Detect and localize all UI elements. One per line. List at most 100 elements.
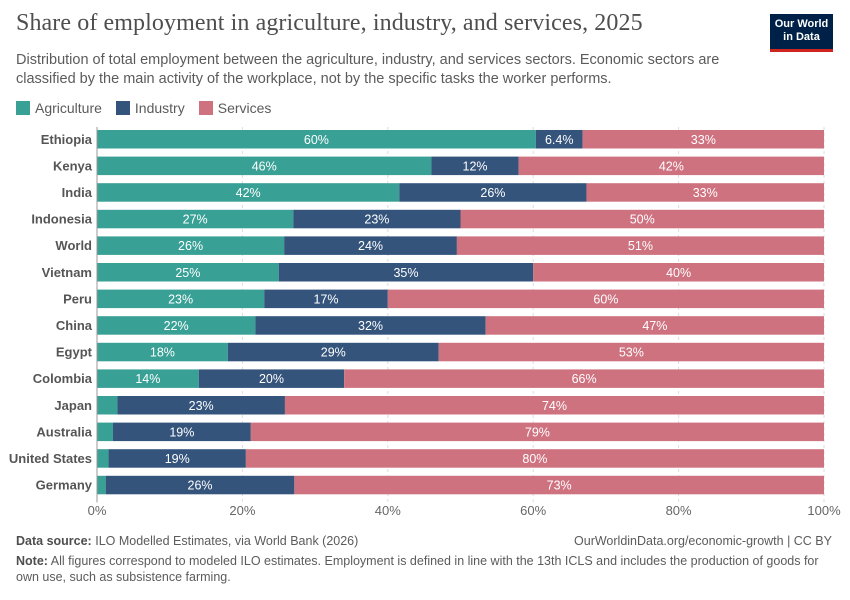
bar-services — [387, 289, 824, 309]
category-label: Colombia — [33, 371, 93, 386]
data-label: 26% — [188, 479, 213, 493]
category-label: Vietnam — [42, 265, 92, 280]
category-label: India — [62, 185, 93, 200]
data-label: 19% — [169, 425, 194, 439]
bar-services — [344, 369, 824, 388]
data-label: 18% — [150, 346, 175, 360]
x-tick-label: 40% — [375, 503, 401, 518]
legend-label: Services — [217, 100, 272, 116]
data-label: 23% — [364, 213, 389, 227]
bar-agriculture — [97, 342, 228, 362]
category-label: Ethiopia — [41, 132, 93, 147]
data-label: 25% — [175, 266, 200, 280]
bar-services — [250, 422, 825, 442]
data-label: 23% — [168, 292, 193, 306]
data-label: 46% — [252, 159, 277, 173]
bar-industry — [108, 449, 246, 468]
data-label: 12% — [463, 159, 488, 173]
data-label: 53% — [619, 346, 644, 360]
bar-agriculture — [97, 316, 256, 335]
data-label: 29% — [321, 346, 346, 360]
data-label: 42% — [659, 159, 684, 173]
bar-services — [586, 183, 824, 202]
category-label: Australia — [36, 424, 92, 439]
category-label: Japan — [54, 398, 92, 413]
legend-item-industry[interactable]: Industry — [115, 100, 185, 116]
data-label: 17% — [313, 292, 338, 306]
bar-industry — [264, 289, 388, 309]
data-label: 74% — [542, 399, 567, 413]
legend-item-agriculture[interactable]: Agriculture — [16, 100, 102, 116]
category-label: China — [56, 318, 93, 333]
data-label: 42% — [236, 186, 261, 200]
bar-agriculture — [97, 289, 265, 309]
bar-services — [245, 449, 825, 468]
data-label: 19% — [165, 452, 190, 466]
data-label: 60% — [304, 133, 329, 147]
legend-swatch — [115, 101, 130, 115]
legend-item-services[interactable]: Services — [198, 100, 272, 116]
data-label: 23% — [189, 399, 214, 413]
category-label: United States — [9, 451, 92, 466]
bar-services — [284, 396, 824, 415]
data-label: 24% — [358, 239, 383, 253]
bar-industry — [117, 396, 285, 415]
x-tick-label: 100% — [807, 503, 841, 518]
bar-services — [582, 130, 824, 149]
chart-title: Share of employment in agriculture, indu… — [16, 10, 643, 36]
source-url[interactable]: OurWorldinData.org/economic-growth | CC … — [574, 534, 832, 548]
bar-agriculture — [97, 209, 294, 229]
legend-label: Agriculture — [35, 100, 102, 116]
bar-agriculture — [97, 130, 536, 149]
bar-agriculture — [97, 422, 113, 442]
data-label: 27% — [183, 213, 208, 227]
bar-services — [460, 209, 824, 229]
category-label: Peru — [63, 291, 92, 306]
bar-industry — [431, 156, 519, 176]
data-label: 66% — [572, 372, 597, 386]
bar-services — [294, 475, 824, 495]
data-label: 26% — [178, 239, 203, 253]
data-label: 6.4% — [545, 133, 574, 147]
bar-agriculture — [97, 449, 109, 468]
owid-logo[interactable]: Our World in Data — [770, 14, 833, 52]
data-label: 47% — [642, 319, 667, 333]
chart-subtitle: Distribution of total employment between… — [16, 52, 720, 87]
category-label: Egypt — [56, 345, 93, 360]
bar-industry — [112, 422, 251, 442]
data-label: 79% — [525, 425, 550, 439]
category-label: Germany — [36, 478, 93, 493]
x-tick-label: 0% — [88, 503, 107, 518]
bar-industry — [293, 209, 461, 229]
bar-industry — [284, 236, 457, 255]
legend: Agriculture Industry Services — [16, 100, 271, 116]
data-label: 33% — [691, 133, 716, 147]
data-source: Data source: ILO Modelled Estimates, via… — [16, 534, 359, 548]
category-label: Indonesia — [31, 212, 92, 227]
legend-swatch — [16, 101, 30, 115]
data-label: 80% — [522, 452, 547, 466]
bar-agriculture — [97, 183, 400, 202]
bar-agriculture — [97, 475, 106, 495]
data-label: 32% — [358, 319, 383, 333]
bar-industry — [105, 475, 295, 495]
data-label: 40% — [666, 266, 691, 280]
legend-swatch — [198, 101, 213, 115]
bar-services — [438, 342, 824, 362]
data-label: 73% — [547, 479, 572, 493]
bar-services — [456, 236, 824, 255]
bar-industry — [535, 130, 583, 149]
bar-industry — [278, 263, 534, 282]
legend-label: Industry — [134, 100, 185, 116]
bar-services — [518, 156, 824, 176]
data-label: 22% — [164, 319, 189, 333]
x-tick-label: 20% — [229, 503, 255, 518]
data-label: 33% — [693, 186, 718, 200]
bar-industry — [255, 316, 486, 335]
data-label: 51% — [628, 239, 653, 253]
data-label: 35% — [393, 266, 418, 280]
data-label: 26% — [480, 186, 505, 200]
bar-industry — [198, 369, 345, 388]
